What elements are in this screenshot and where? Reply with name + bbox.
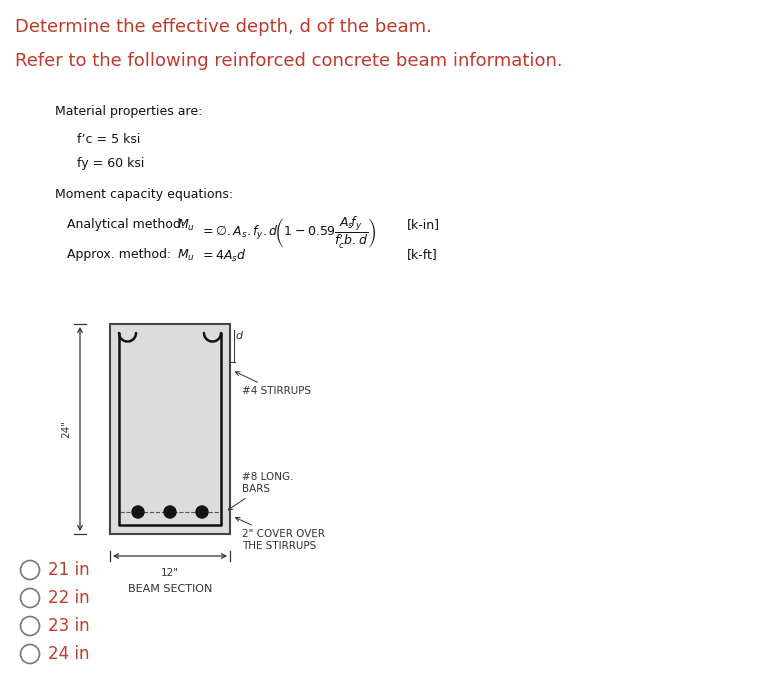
Text: BEAM SECTION: BEAM SECTION bbox=[127, 584, 212, 594]
Text: 24 in: 24 in bbox=[48, 645, 89, 663]
Text: $= \varnothing.A_s.f_y.d\!\left(1-0.59\dfrac{A_s\!f_y}{f_c^{\prime}b.d}\right)$: $= \varnothing.A_s.f_y.d\!\left(1-0.59\d… bbox=[200, 215, 377, 251]
Text: 21 in: 21 in bbox=[48, 561, 89, 579]
Text: $M_u$: $M_u$ bbox=[177, 248, 195, 263]
Circle shape bbox=[196, 506, 208, 518]
Text: [k-ft]: [k-ft] bbox=[407, 248, 437, 261]
Text: Approx. method:: Approx. method: bbox=[67, 248, 171, 261]
Text: Analytical method:: Analytical method: bbox=[67, 218, 185, 231]
Bar bbox=[110, 324, 230, 534]
Text: f’c = 5 ksi: f’c = 5 ksi bbox=[77, 133, 141, 146]
Text: $\mathit{d}$: $\mathit{d}$ bbox=[235, 329, 244, 341]
Text: $M_u$: $M_u$ bbox=[177, 218, 195, 233]
Text: #4 STIRRUPS: #4 STIRRUPS bbox=[235, 372, 311, 397]
Text: 22 in: 22 in bbox=[48, 589, 89, 607]
Text: $= 4A_s d$: $= 4A_s d$ bbox=[200, 248, 247, 264]
Text: [k-in]: [k-in] bbox=[407, 218, 440, 231]
Text: fy = 60 ksi: fy = 60 ksi bbox=[77, 157, 145, 170]
Text: Material properties are:: Material properties are: bbox=[55, 105, 202, 118]
Text: Determine the effective depth, d of the beam.: Determine the effective depth, d of the … bbox=[15, 18, 432, 36]
Text: 24": 24" bbox=[61, 420, 71, 438]
Text: Moment capacity equations:: Moment capacity equations: bbox=[55, 188, 233, 201]
Text: 23 in: 23 in bbox=[48, 617, 89, 635]
Text: #8 LONG.
BARS: #8 LONG. BARS bbox=[228, 473, 294, 510]
Circle shape bbox=[132, 506, 144, 518]
Text: 12": 12" bbox=[161, 568, 179, 578]
Text: 2" COVER OVER
THE STIRRUPS: 2" COVER OVER THE STIRRUPS bbox=[235, 518, 325, 551]
Circle shape bbox=[164, 506, 176, 518]
Text: Refer to the following reinforced concrete beam information.: Refer to the following reinforced concre… bbox=[15, 52, 563, 70]
